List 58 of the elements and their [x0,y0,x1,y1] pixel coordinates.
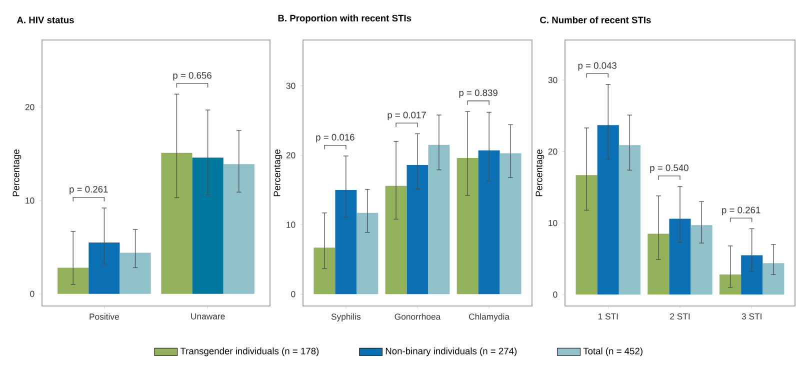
chart-title: C. Number of recent STIs [540,16,651,24]
y-tick-label: 20 [548,148,558,155]
bar [120,252,151,294]
bar [576,175,598,295]
x-tick-label: Unaware [191,313,225,320]
legend-label: Total (n = 452) [583,348,642,356]
bar [648,234,670,295]
y-tick-label: 0 [291,291,296,298]
legend-label: Transgender individuals (n = 178) [180,348,319,356]
y-axis-title: Percentage [274,150,282,196]
x-tick-label: Chlamydia [469,313,510,322]
annotation: p = 0.261 [722,206,760,216]
x-tick-label: 2 STI [670,313,690,320]
x-tick-label: Positive [90,313,119,320]
annotation: p = 0.839 [459,89,498,98]
x-tick-label: 1 STI [598,313,618,320]
x-tick-label: Syphilis [331,313,361,322]
annotation: p = 0.656 [173,72,212,81]
annotation: p = 0.043 [578,62,616,71]
y-tick-label: 20 [286,152,296,158]
y-tick-label: 0 [30,290,34,297]
bar [356,212,378,294]
bar [223,164,254,294]
y-tick-label: 10 [286,222,296,228]
bar [385,186,407,294]
bar [161,152,192,294]
y-tick-label: 10 [26,197,34,204]
y-tick-label: 0 [553,291,558,298]
bar [406,165,428,294]
annotation: p = 0.017 [388,112,426,120]
chart-title: A. HIV status [16,16,74,24]
chart-title: B. Proportion with recent STIs [278,14,412,24]
bar [500,153,522,294]
annotation: p = 0.016 [316,134,354,142]
bar [88,242,120,294]
y-axis-title: Percentage [12,150,22,196]
bar [456,158,478,294]
annotation: p = 0.540 [650,164,688,173]
bar [478,150,500,294]
x-tick-label: Gonorrhoea [394,313,441,320]
bar [192,158,224,294]
legend-label: Non-binary individuals (n = 274) [386,348,517,356]
bar [428,144,450,294]
bar [669,218,691,295]
annotation: p = 0.261 [70,186,108,194]
bar [690,225,712,295]
bar [741,255,763,295]
y-axis-title: Percentage [536,150,544,196]
bar [597,125,619,295]
bar [762,263,784,295]
x-tick-label: 3 STI [742,313,762,320]
bar [618,145,640,295]
bar [335,190,357,294]
y-tick-label: 20 [25,104,34,110]
y-tick-label: 30 [548,76,558,84]
bar [314,248,336,294]
y-tick-label: 10 [548,220,558,226]
y-tick-label: 30 [286,82,296,89]
